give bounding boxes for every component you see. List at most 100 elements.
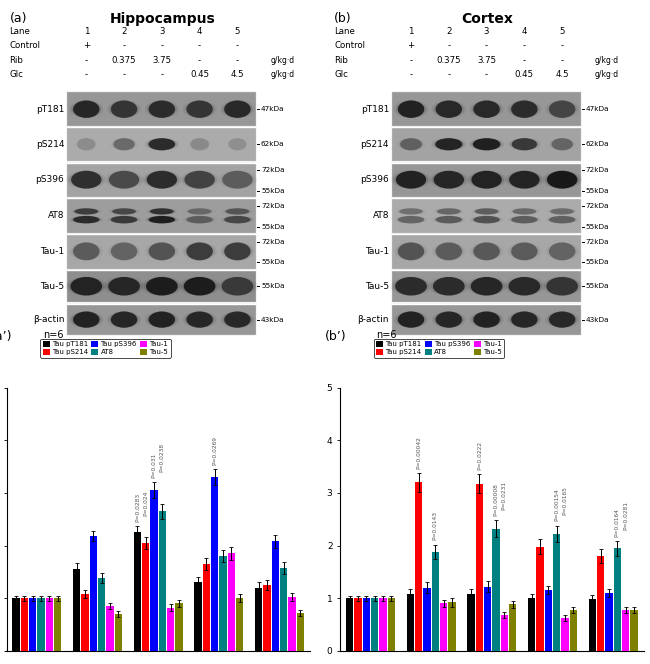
Text: (a): (a) bbox=[10, 13, 27, 25]
Text: Lane: Lane bbox=[10, 27, 31, 36]
Ellipse shape bbox=[147, 101, 177, 118]
Ellipse shape bbox=[551, 208, 574, 214]
Ellipse shape bbox=[396, 208, 426, 214]
Text: AT8: AT8 bbox=[47, 211, 64, 220]
Ellipse shape bbox=[218, 171, 257, 189]
Text: g/kg·d: g/kg·d bbox=[595, 56, 619, 65]
Ellipse shape bbox=[71, 208, 102, 214]
Bar bbox=[280, 568, 287, 651]
Text: -: - bbox=[560, 41, 564, 50]
Ellipse shape bbox=[107, 242, 141, 261]
Ellipse shape bbox=[550, 139, 575, 150]
Text: n=6: n=6 bbox=[376, 330, 397, 340]
Text: 55kDa: 55kDa bbox=[586, 188, 609, 194]
Ellipse shape bbox=[108, 277, 140, 295]
Ellipse shape bbox=[511, 100, 538, 118]
Text: +: + bbox=[83, 41, 90, 50]
Text: -: - bbox=[198, 56, 202, 65]
Text: 0.45: 0.45 bbox=[190, 70, 209, 80]
Bar bbox=[159, 511, 166, 651]
Text: 72kDa: 72kDa bbox=[261, 203, 285, 209]
Ellipse shape bbox=[107, 171, 142, 188]
Bar bbox=[492, 529, 500, 651]
Bar bbox=[407, 594, 414, 651]
Bar bbox=[134, 533, 141, 651]
Ellipse shape bbox=[183, 216, 217, 224]
Text: -: - bbox=[447, 70, 450, 80]
Text: P=0.024: P=0.024 bbox=[143, 490, 148, 515]
Ellipse shape bbox=[548, 138, 576, 151]
Bar bbox=[68, 199, 256, 232]
Ellipse shape bbox=[511, 242, 538, 260]
Ellipse shape bbox=[187, 242, 213, 260]
Bar bbox=[37, 598, 45, 651]
Ellipse shape bbox=[473, 138, 501, 150]
Ellipse shape bbox=[111, 208, 138, 214]
Text: g/kg·d: g/kg·d bbox=[270, 70, 294, 80]
Ellipse shape bbox=[473, 208, 500, 214]
Text: P=0.00042: P=0.00042 bbox=[416, 436, 421, 469]
Ellipse shape bbox=[181, 278, 218, 295]
Ellipse shape bbox=[220, 311, 255, 328]
Ellipse shape bbox=[220, 242, 255, 261]
Text: (b’): (b’) bbox=[325, 330, 346, 343]
Ellipse shape bbox=[224, 242, 251, 260]
Ellipse shape bbox=[396, 216, 426, 223]
Bar bbox=[589, 599, 596, 651]
Ellipse shape bbox=[545, 171, 580, 188]
Text: pT181: pT181 bbox=[36, 105, 64, 114]
Ellipse shape bbox=[112, 139, 136, 150]
Ellipse shape bbox=[547, 171, 577, 189]
Text: 72kDa: 72kDa bbox=[586, 167, 609, 173]
Ellipse shape bbox=[187, 100, 213, 118]
Text: pS214: pS214 bbox=[361, 139, 389, 149]
Ellipse shape bbox=[145, 311, 179, 328]
Ellipse shape bbox=[471, 277, 502, 295]
Ellipse shape bbox=[104, 171, 144, 189]
Ellipse shape bbox=[185, 101, 215, 118]
Text: 1: 1 bbox=[408, 27, 414, 36]
Ellipse shape bbox=[541, 277, 583, 296]
Ellipse shape bbox=[508, 138, 541, 151]
Ellipse shape bbox=[73, 100, 99, 118]
Text: P=0.0165: P=0.0165 bbox=[562, 486, 567, 515]
Text: 62kDa: 62kDa bbox=[586, 141, 609, 147]
Ellipse shape bbox=[509, 171, 540, 189]
Text: 5: 5 bbox=[235, 27, 240, 36]
Ellipse shape bbox=[391, 171, 431, 189]
Text: -: - bbox=[410, 56, 413, 65]
Ellipse shape bbox=[220, 216, 255, 224]
Ellipse shape bbox=[147, 243, 177, 260]
Text: 55kDa: 55kDa bbox=[261, 188, 285, 194]
Ellipse shape bbox=[149, 242, 175, 260]
Ellipse shape bbox=[466, 277, 507, 296]
Ellipse shape bbox=[106, 278, 142, 295]
Ellipse shape bbox=[508, 277, 540, 295]
Text: Control: Control bbox=[10, 41, 40, 50]
Ellipse shape bbox=[111, 216, 137, 223]
Text: β-actin: β-actin bbox=[358, 315, 389, 324]
Ellipse shape bbox=[74, 138, 98, 151]
Ellipse shape bbox=[507, 171, 542, 188]
Text: -: - bbox=[236, 41, 239, 50]
Bar bbox=[68, 234, 256, 268]
Bar bbox=[46, 598, 53, 651]
Text: 3: 3 bbox=[484, 27, 489, 36]
Text: g/kg·d: g/kg·d bbox=[270, 56, 294, 65]
Ellipse shape bbox=[509, 216, 540, 223]
Ellipse shape bbox=[187, 311, 213, 328]
Ellipse shape bbox=[187, 216, 213, 223]
Text: P=0.0238: P=0.0238 bbox=[160, 443, 165, 472]
Bar bbox=[597, 556, 604, 651]
Bar bbox=[54, 598, 61, 651]
Text: 5: 5 bbox=[560, 27, 565, 36]
Bar bbox=[289, 597, 296, 651]
Text: Tau-1: Tau-1 bbox=[365, 247, 389, 256]
Ellipse shape bbox=[73, 311, 99, 328]
Text: 55kDa: 55kDa bbox=[261, 284, 285, 290]
Text: 47kDa: 47kDa bbox=[261, 106, 285, 112]
Ellipse shape bbox=[219, 278, 255, 295]
Bar bbox=[81, 594, 88, 651]
Ellipse shape bbox=[547, 312, 577, 327]
Text: Tau-5: Tau-5 bbox=[40, 282, 64, 291]
